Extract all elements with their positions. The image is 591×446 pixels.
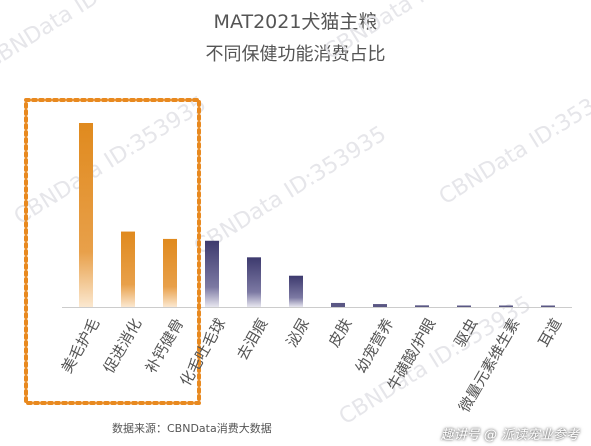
watermark-text: CBNData ID:353935: [320, 0, 521, 65]
chart-subtitle: 不同保健功能消费占比: [205, 44, 386, 65]
chart-title: MAT2021犬猫主粮: [213, 11, 378, 33]
highlight-box: [24, 98, 201, 405]
category-label-7: 皮肤: [325, 315, 356, 350]
bar-6: [289, 275, 303, 307]
bar-11: [499, 305, 513, 307]
bar-9: [415, 305, 429, 307]
category-label-2: 促进消化: [100, 315, 146, 376]
category-label-3: 补钙健骨: [142, 315, 188, 376]
category-label-12: 耳道: [535, 315, 566, 350]
bar-8: [373, 304, 387, 307]
bar-10: [457, 305, 471, 307]
watermark-text: CBNData ID:353935: [0, 0, 181, 75]
watermark-text: CBNData ID:353935: [10, 92, 211, 230]
category-label-8: 幼宠营养: [352, 315, 398, 376]
bar-4: [205, 240, 219, 307]
bar-5: [247, 257, 261, 307]
bar-7: [331, 302, 345, 307]
category-label-6: 泌尿: [283, 315, 314, 350]
bar-12: [541, 305, 555, 307]
category-label-1: 美毛护毛: [58, 315, 104, 376]
bar-2: [121, 231, 135, 307]
category-label-5: 去泪痕: [233, 315, 271, 363]
bar-1: [79, 123, 93, 307]
bars-group: [79, 123, 555, 307]
watermark-text: CBNData ID:353935: [190, 122, 391, 260]
credit-watermark: 趣讲号 @ 派读宠业参考: [440, 428, 579, 443]
watermark-text: CBNData ID:353935: [435, 72, 591, 210]
bar-3: [163, 238, 177, 307]
data-source: 数据来源：CBNData消费大数据: [112, 422, 272, 435]
